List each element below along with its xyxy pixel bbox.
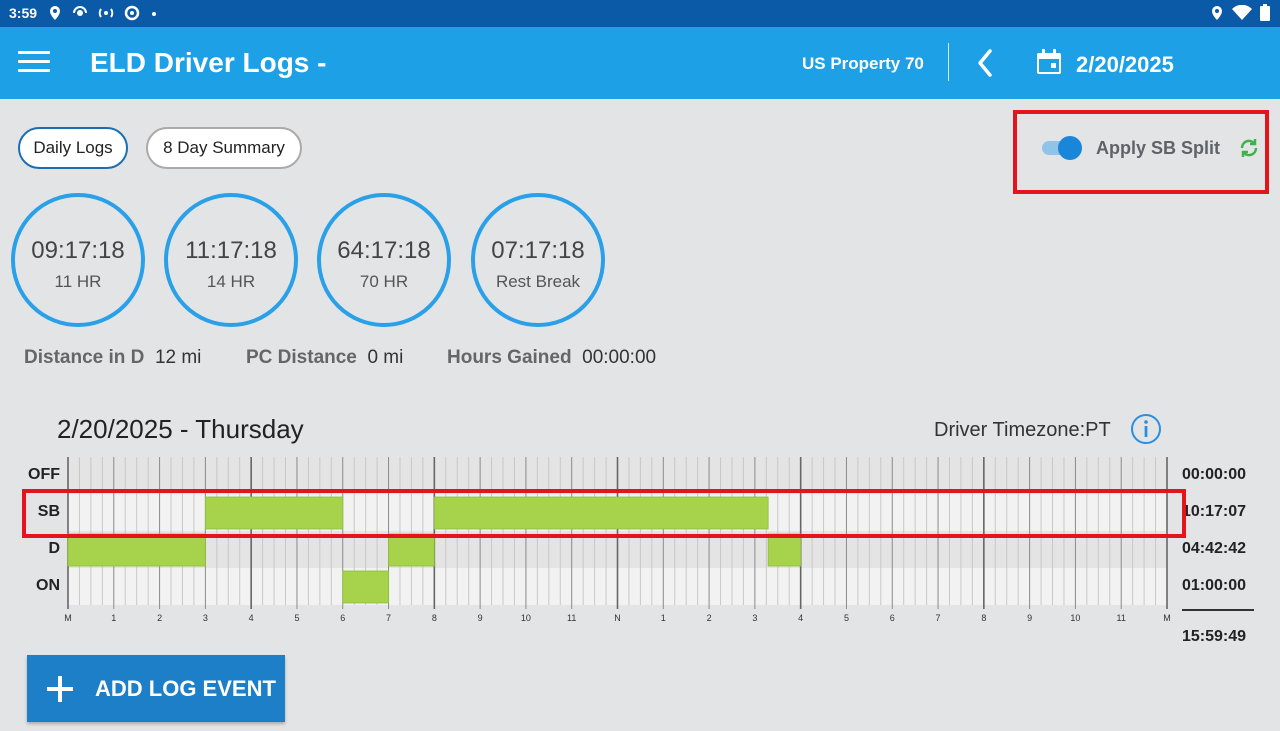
hour-tick-label: 4 bbox=[798, 613, 803, 623]
row-total-d: 04:42:42 bbox=[1182, 540, 1247, 557]
hour-tick-label: 11 bbox=[567, 613, 576, 623]
stat-value: 00:00:00 bbox=[582, 347, 657, 368]
sb-split-label: Apply SB Split bbox=[1096, 138, 1221, 158]
hour-tick-label: M bbox=[1163, 613, 1171, 623]
row-total-on: 01:00:00 bbox=[1182, 577, 1247, 594]
hour-tick-label: 3 bbox=[203, 613, 208, 623]
tab-8-day-summary[interactable]: 8 Day Summary bbox=[146, 127, 302, 169]
log-segment-on bbox=[342, 570, 389, 604]
hour-tick-label: 6 bbox=[340, 613, 345, 623]
grand-total: 15:59:49 bbox=[1182, 628, 1247, 645]
hour-tick-label: N bbox=[614, 613, 621, 623]
hour-tick-label: 5 bbox=[844, 613, 849, 623]
hour-tick-label: 10 bbox=[521, 613, 531, 623]
info-icon[interactable] bbox=[1130, 413, 1162, 445]
sb-split-toggle[interactable] bbox=[1042, 136, 1082, 160]
ruleset-label[interactable]: US Property 70 bbox=[802, 54, 924, 73]
refresh-icon[interactable] bbox=[1238, 137, 1260, 159]
hour-tick-label: 9 bbox=[478, 613, 483, 623]
hour-tick-label: 4 bbox=[249, 613, 254, 623]
row-label-sb: SB bbox=[37, 503, 60, 520]
gauge-label: 11 HR bbox=[54, 272, 102, 291]
hour-tick-label: M bbox=[64, 613, 72, 623]
hour-tick-label: 8 bbox=[432, 613, 437, 623]
timezone-value: PT bbox=[1085, 419, 1111, 441]
log-segment-d bbox=[767, 533, 802, 567]
log-day-title: 2/20/2025 - Thursday bbox=[57, 414, 304, 444]
gauge-rest-break: 07:17:18 Rest Break bbox=[471, 193, 605, 327]
wifi-icon bbox=[1232, 4, 1252, 20]
stat-pc-distance: PC Distance 0 mi bbox=[246, 347, 403, 369]
sync-status-icon bbox=[124, 5, 140, 21]
gauge-value: 11:17:18 bbox=[185, 237, 277, 264]
log-segment-sb bbox=[433, 496, 769, 530]
location-icon bbox=[50, 6, 60, 20]
broadcast-icon bbox=[98, 8, 114, 18]
page-title: ELD Driver Logs - bbox=[90, 47, 327, 78]
battery-icon bbox=[1260, 4, 1270, 21]
gauge-label: Rest Break bbox=[495, 272, 581, 291]
add-log-event-button[interactable]: ADD LOG EVENT bbox=[27, 655, 285, 722]
log-segment-d bbox=[67, 533, 206, 567]
row-total-sb: 10:17:07 bbox=[1182, 503, 1247, 520]
log-segment-d bbox=[388, 533, 435, 567]
selected-date[interactable]: 2/20/2025 bbox=[1076, 52, 1174, 77]
hour-tick-label: 9 bbox=[1027, 613, 1032, 623]
hour-tick-label: 5 bbox=[294, 613, 299, 623]
log-segment-sb bbox=[204, 496, 344, 530]
row-total-off: 00:00:00 bbox=[1182, 466, 1247, 483]
gauge-value: 09:17:18 bbox=[31, 237, 125, 264]
stat-label: PC Distance bbox=[246, 347, 357, 368]
hour-tick-label: 2 bbox=[707, 613, 712, 623]
status-time: 3:59 bbox=[9, 5, 38, 21]
hour-tick-label: 2 bbox=[157, 613, 162, 623]
stat-value: 12 mi bbox=[154, 347, 202, 368]
gauge-label: 70 HR bbox=[359, 272, 409, 291]
hour-tick-label: 1 bbox=[111, 613, 116, 623]
sb-row-highlight bbox=[22, 489, 1186, 538]
gauge-11-hr: 09:17:18 11 HR bbox=[11, 193, 145, 327]
hour-tick-label: 7 bbox=[936, 613, 941, 623]
plus-icon bbox=[47, 675, 73, 702]
row-label-off: OFF bbox=[28, 466, 60, 483]
app-bar: ELD Driver Logs - US Property 70 2/20/20… bbox=[0, 27, 1280, 99]
dot-icon bbox=[152, 12, 156, 16]
hour-tick-label: 7 bbox=[386, 613, 391, 623]
hour-tick-label: 10 bbox=[1070, 613, 1080, 623]
previous-day-icon[interactable] bbox=[974, 47, 996, 79]
menu-icon[interactable] bbox=[18, 51, 50, 75]
satellite-icon bbox=[73, 6, 87, 16]
sb-split-highlight bbox=[1013, 110, 1269, 194]
hour-tick-label: 11 bbox=[1117, 613, 1126, 623]
tab-daily-logs[interactable]: Daily Logs bbox=[18, 127, 128, 169]
gauge-70-hr: 64:17:18 70 HR bbox=[317, 193, 451, 327]
calendar-icon[interactable] bbox=[1036, 49, 1062, 75]
gauge-value: 07:17:18 bbox=[491, 237, 585, 264]
stat-hours-gained: Hours Gained 00:00:00 bbox=[447, 347, 656, 369]
location-icon bbox=[1212, 5, 1222, 20]
stat-label: Hours Gained bbox=[447, 347, 572, 368]
gauge-label: 14 HR bbox=[206, 272, 256, 291]
gauge-value: 64:17:18 bbox=[337, 237, 431, 264]
driver-timezone: Driver Timezone:PT bbox=[934, 419, 1111, 442]
system-status-bar: 3:59 bbox=[0, 0, 1280, 27]
row-label-on: ON bbox=[36, 577, 60, 594]
stat-value: 0 mi bbox=[367, 347, 404, 368]
add-log-event-label: ADD LOG EVENT bbox=[95, 675, 276, 701]
total-divider bbox=[1182, 609, 1254, 611]
gauge-14-hr: 11:17:18 14 HR bbox=[164, 193, 298, 327]
stat-label: Distance in D bbox=[24, 347, 145, 368]
hour-tick-label: 6 bbox=[890, 613, 895, 623]
hour-tick-label: 1 bbox=[661, 613, 666, 623]
hour-tick-label: 8 bbox=[981, 613, 986, 623]
appbar-divider bbox=[948, 43, 949, 81]
hour-tick-label: 3 bbox=[752, 613, 757, 623]
row-label-d: D bbox=[48, 540, 60, 557]
stat-distance-in-d: Distance in D 12 mi bbox=[24, 347, 201, 369]
timezone-label: Driver Timezone: bbox=[934, 419, 1086, 441]
